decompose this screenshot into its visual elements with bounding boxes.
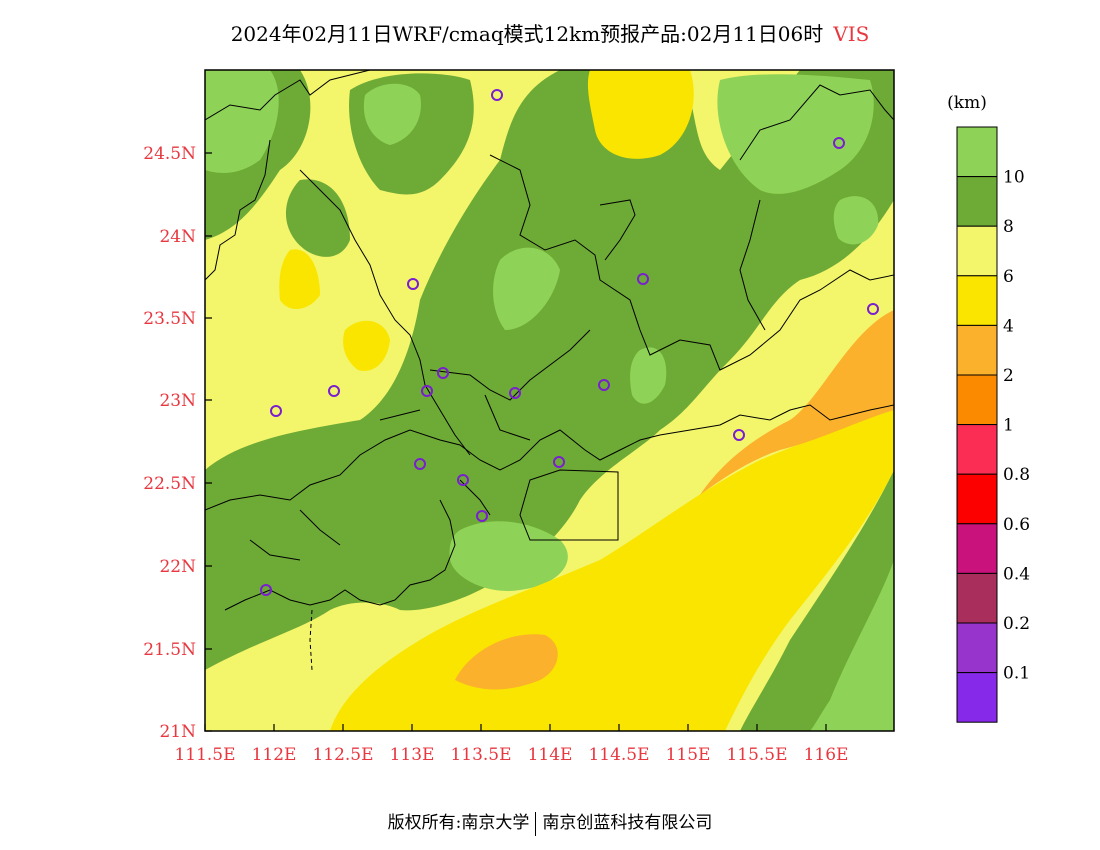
legend-labels: 10 8 6 4 2 1 0.8 0.6 0.4 0.2 0.1 [1003, 168, 1030, 684]
field-4-6km-nw [279, 249, 320, 310]
footer-company: 南京创蓝科技有限公司 [542, 813, 713, 833]
station-marker [509, 387, 521, 399]
legend-swatch [956, 374, 998, 426]
coastline [205, 404, 894, 511]
legend-swatch [956, 473, 998, 525]
field-10plus-se [810, 560, 894, 731]
field-8-10km-sw [285, 179, 350, 257]
field-2-4km-bay [455, 634, 558, 690]
footer-copyright: 版权所有:南京大学 [387, 813, 530, 833]
legend-label: 1 [1003, 416, 1014, 436]
x-tick-label: 114E [528, 745, 573, 765]
footer-separator [535, 811, 537, 836]
legend-swatch [956, 176, 998, 227]
station-marker [867, 303, 879, 315]
chart-title: 2024年02月11日WRF/cmaq模式12km预报产品:02月11日06时 V… [0, 18, 1100, 47]
footer: 版权所有:南京大学 南京创蓝科技有限公司 [0, 808, 1100, 836]
field-10plus-e [630, 347, 667, 404]
y-tick-label: 22N [159, 557, 196, 577]
legend-label: 4 [1003, 316, 1014, 336]
legend-label: 0.6 [1003, 515, 1030, 535]
legend-label: 0.1 [1003, 664, 1030, 684]
station-markers [260, 89, 879, 596]
field-2-4km-east [700, 310, 894, 495]
boundary-province [299, 169, 471, 456]
field-4-6km-south [330, 400, 894, 731]
field-10plus-n [363, 83, 421, 145]
legend-label: 6 [1003, 267, 1014, 287]
x-tick-label: 113.5E [450, 745, 511, 765]
field-10plus-e2 [833, 196, 879, 245]
station-marker [421, 385, 433, 397]
legend-label: 0.4 [1003, 564, 1030, 584]
x-tick-label: 113E [390, 745, 435, 765]
field-10plus-ne [717, 74, 874, 194]
field-4-6km-north [587, 70, 694, 159]
field-8-10km-main [205, 70, 894, 670]
field-10plus-coast [449, 521, 568, 591]
legend-label: 10 [1003, 168, 1025, 188]
axis-ticks [204, 152, 827, 732]
station-marker [407, 278, 419, 290]
hk-box [519, 469, 619, 541]
visibility-field [205, 70, 894, 731]
islands [309, 609, 313, 671]
station-marker [270, 405, 282, 417]
station-marker [598, 379, 610, 391]
legend-swatch [956, 622, 998, 674]
boundary-east [599, 84, 894, 331]
station-marker [437, 367, 449, 379]
x-tick-label: 114.5E [588, 745, 649, 765]
y-tick-label: 23.5N [143, 309, 196, 329]
field-4-6km-mid [343, 320, 390, 371]
y-tick-label: 23N [159, 391, 196, 411]
legend-label: 2 [1003, 366, 1014, 386]
field-10plus-center [493, 247, 560, 330]
x-tick-labels: 111.5E 112E 112.5E 113E 113.5E 114E 114.… [174, 745, 848, 765]
y-tick-label: 21.5N [143, 640, 196, 660]
legend-colorbar [956, 126, 998, 723]
title-text: 2024年02月11日WRF/cmaq模式12km预报产品:02月11日06时 [230, 22, 824, 46]
station-marker [414, 458, 426, 470]
x-tick-label: 116E [804, 745, 849, 765]
y-tick-label: 21N [159, 722, 196, 742]
legend-swatch [956, 324, 998, 376]
y-tick-labels: 24.5N 24N 23.5N 23N 22.5N 22N 21.5N 21N [143, 144, 196, 742]
station-marker [733, 429, 745, 441]
x-tick-label: 112E [252, 745, 297, 765]
field-10plus-nw [205, 70, 279, 173]
legend-swatch [956, 126, 998, 178]
y-tick-label: 22.5N [143, 474, 196, 494]
x-tick-label: 115E [666, 745, 711, 765]
legend-swatch [956, 424, 998, 475]
pearl-delta [224, 499, 456, 611]
y-tick-label: 24.5N [143, 144, 196, 164]
x-tick-label: 111.5E [174, 745, 235, 765]
legend-swatch [956, 672, 998, 723]
station-marker [553, 456, 565, 468]
legend-label: 8 [1003, 217, 1014, 237]
legend-label: 0.8 [1003, 465, 1030, 485]
boundary-ne [489, 154, 894, 371]
legend-label: 0.2 [1003, 614, 1030, 634]
station-marker [476, 510, 488, 522]
station-marker [833, 137, 845, 149]
legend-swatch [956, 275, 998, 326]
station-marker [457, 474, 469, 486]
station-marker [328, 385, 340, 397]
legend-unit: (km) [947, 93, 987, 113]
station-marker [637, 273, 649, 285]
legend-swatch [956, 572, 998, 624]
station-marker [260, 584, 272, 596]
y-tick-label: 24N [159, 227, 196, 247]
x-tick-label: 115.5E [726, 745, 787, 765]
x-tick-label: 112.5E [312, 745, 373, 765]
legend-swatch [956, 225, 998, 277]
legend-swatch [956, 523, 998, 574]
boundary-north [205, 70, 371, 281]
title-variable: VIS [833, 22, 870, 46]
station-marker [491, 89, 503, 101]
